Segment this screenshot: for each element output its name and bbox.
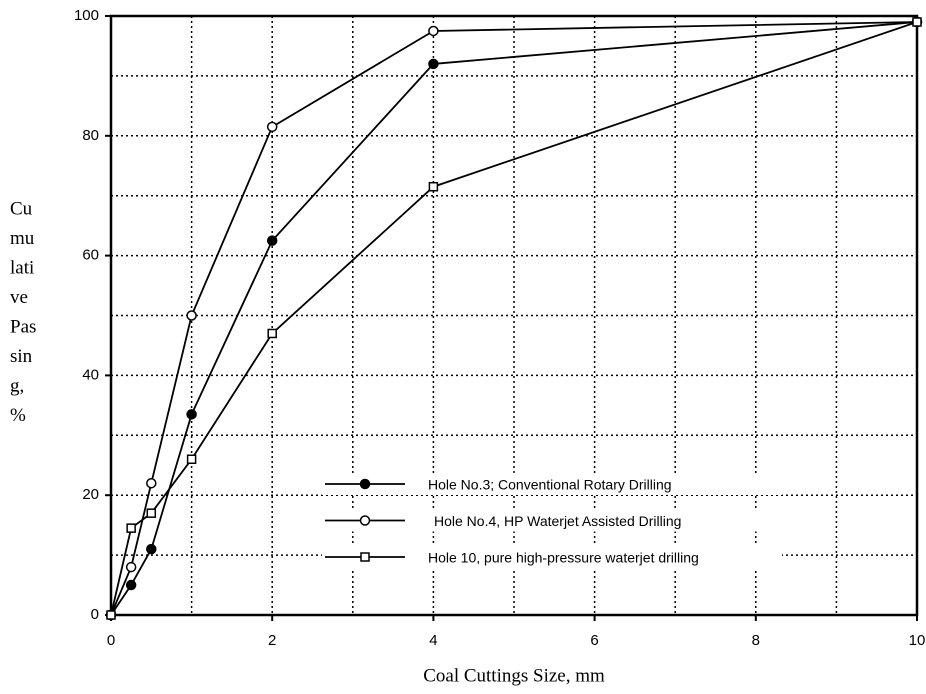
marker [125,561,137,573]
legend-label: Hole No.4, HP Waterjet Assisted Drilling [434,513,681,529]
marker [186,409,197,420]
marker [359,478,371,490]
marker [359,515,371,526]
y-axis-label: Cu [10,198,33,219]
y-axis-label: Pas [10,316,36,337]
y-tick-label: 0 [91,606,99,623]
marker [146,477,157,489]
y-axis-label: sin [10,346,33,367]
legend-bg [322,546,782,568]
marker [186,454,197,465]
y-axis-label: ve [10,287,28,308]
legend-bg [322,509,782,532]
marker [266,121,278,133]
y-axis-label: lati [10,257,34,278]
y-axis-label: g, [10,375,24,396]
marker [125,579,137,591]
y-tick-label: 60 [82,247,99,264]
x-tick-label: 8 [752,632,760,649]
legend-bg [322,473,782,495]
marker [428,25,439,37]
y-axis-label: % [10,405,26,426]
x-axis-label: Coal Cuttings Size, mm [423,665,605,686]
y-tick-label: 80 [82,127,99,144]
x-tick-label: 10 [909,632,926,649]
y-tick-label: 100 [74,7,99,24]
y-tick-label: 40 [82,366,99,383]
marker [428,181,439,192]
y-axis-label: mu [10,228,35,249]
legend-label: Hole 10, pure high-pressure waterjet dri… [428,550,699,566]
x-tick-label: 4 [429,632,437,649]
y-tick-label: 20 [82,486,99,503]
marker [186,310,197,321]
legend-label: Hole No.3; Conventional Rotary Drilling [428,477,672,493]
marker [146,508,157,518]
marker [912,17,922,27]
x-tick-label: 0 [107,632,115,649]
marker [146,543,157,555]
marker [267,328,277,339]
marker [360,552,370,562]
marker [126,523,136,533]
marker [428,58,439,70]
x-tick-label: 6 [590,632,598,649]
marker [106,610,116,620]
marker [266,235,278,246]
plot-frame [109,14,919,617]
x-tick-label: 2 [268,632,276,649]
